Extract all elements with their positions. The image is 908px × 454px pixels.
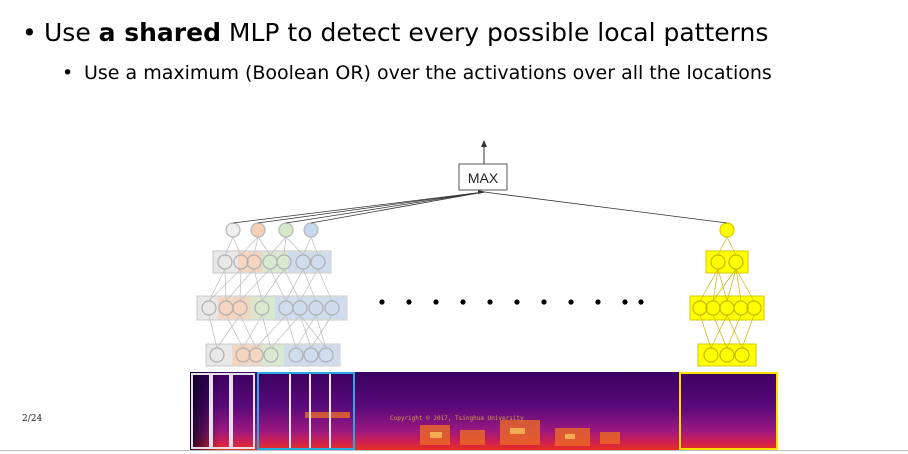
mlp-right-yellow <box>689 222 765 367</box>
spectrogram-bright-spots <box>430 428 575 439</box>
copyright-text: Copyright © 2017, Tsinghua University <box>390 415 524 422</box>
ellipsis-dots <box>379 299 644 305</box>
bullet1-prefix: Use <box>44 18 99 47</box>
window-blue <box>257 372 355 450</box>
max-input-arrowhead <box>478 190 486 194</box>
window-yellow <box>679 372 778 450</box>
spectrogram: Copyright © 2017, Tsinghua University <box>190 372 778 450</box>
mlp-left-connections <box>208 236 333 349</box>
bullet-dot: • <box>22 18 37 47</box>
mlp-right-output-node <box>719 222 735 238</box>
bullet-dot: • <box>62 62 74 84</box>
bullet1-suffix: MLP to detect every possible local patte… <box>220 18 769 47</box>
max-label: MAX <box>468 170 499 186</box>
spectrogram-hot-bands <box>305 412 620 446</box>
mlp-left-bottom-layer <box>205 343 341 367</box>
page-number: 2/24 <box>22 414 43 424</box>
bullet-level1: • Use a shared MLP to detect every possib… <box>22 18 768 47</box>
mlp-left-top-layer <box>212 250 332 274</box>
window-frames-left <box>191 373 255 449</box>
bullet2-text: Use a maximum (Boolean OR) over the acti… <box>84 62 772 84</box>
bullet-level2: • Use a maximum (Boolean OR) over the act… <box>62 62 772 84</box>
mlp-left-output-nodes <box>225 222 319 238</box>
mlp-left-middle-layer <box>196 295 348 321</box>
max-connections <box>232 191 728 224</box>
bullet1-bold: a shared <box>98 18 221 47</box>
bottom-divider <box>0 450 908 451</box>
max-node: MAX <box>458 163 508 191</box>
window-frames-blue-inner <box>289 374 331 448</box>
max-output-arrow <box>481 140 487 164</box>
